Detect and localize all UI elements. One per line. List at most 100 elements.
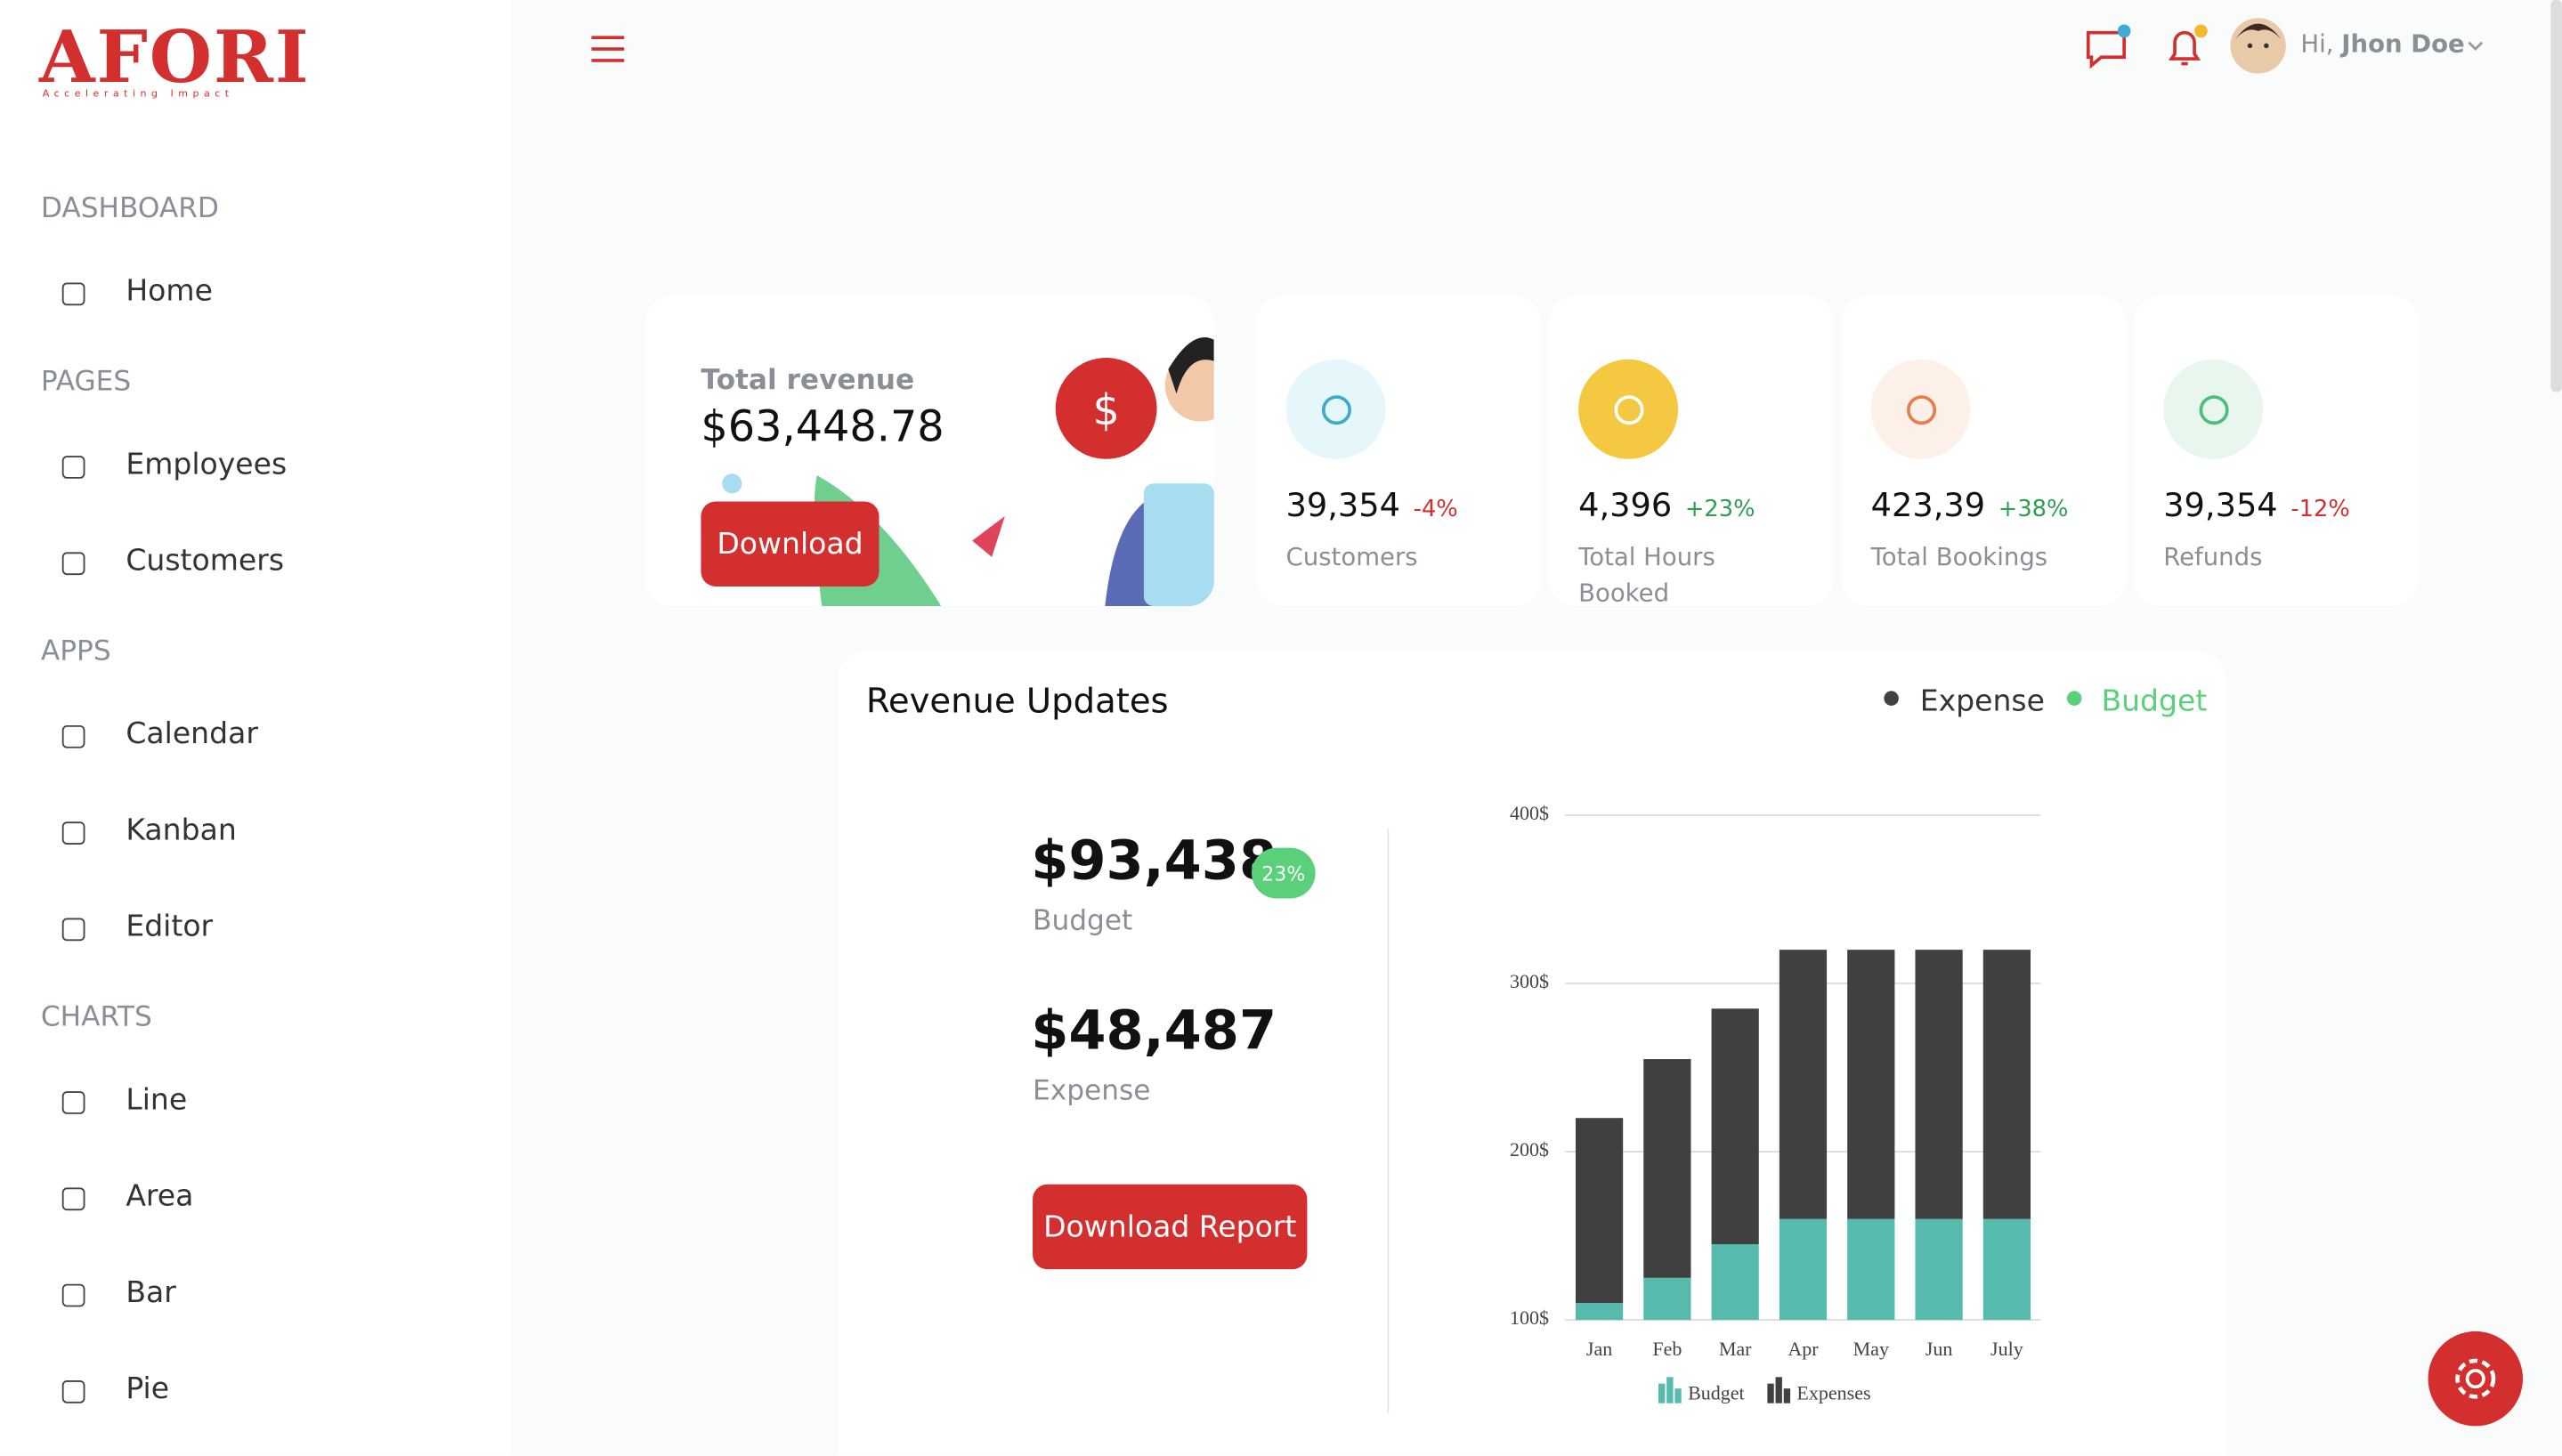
stat-icon <box>2163 359 2264 459</box>
legend-label: Expenses <box>1796 1382 1870 1404</box>
nav-icon <box>61 1091 85 1114</box>
x-tick-label: Feb <box>1652 1338 1682 1360</box>
stat-card: 4,396 +23% Total Hours Booked <box>1549 295 1834 608</box>
stat-icon <box>1285 359 1386 459</box>
nav-item[interactable]: Pie <box>126 1371 170 1407</box>
bar-chart: 100$ 200$ 300$ 400$ Jan Feb Mar Apr May Jun July Bu… <box>1510 802 2041 1404</box>
settings-button[interactable] <box>2428 1331 2524 1427</box>
nav-item[interactable]: Kanban <box>126 813 237 848</box>
revenue-amount: $63,448.78 <box>701 403 945 453</box>
legend-label: Budget <box>1688 1382 1745 1404</box>
stat-row: 39,354 -12% <box>2163 485 2350 524</box>
expense-label: Expense <box>1033 1074 1151 1108</box>
stat-card: 423,39 +38% Total Bookings <box>1841 295 2126 606</box>
bar-segment <box>1575 1303 1624 1321</box>
bar-segment <box>1779 1218 1828 1321</box>
bar-segment <box>1915 1218 1963 1321</box>
bar-segment <box>1643 1059 1691 1278</box>
download-button[interactable]: Download <box>701 501 880 586</box>
nav-item[interactable]: Line <box>126 1082 188 1118</box>
legend-budget[interactable]: Budget <box>2101 684 2208 719</box>
legend-dot <box>2066 691 2082 706</box>
stat-label: Total Bookings <box>1870 542 2048 572</box>
budget-amount: $93,438 <box>1031 828 1277 893</box>
x-tick-label: July <box>1990 1338 2023 1360</box>
nav-icon <box>61 1283 85 1307</box>
stat-value: 39,354 <box>1285 485 1400 525</box>
stat-card: 39,354 -12% Refunds <box>2134 295 2419 606</box>
bar-segment <box>1847 1218 1895 1321</box>
chevron[interactable] <box>2466 39 2485 53</box>
bar-segment <box>1982 950 2031 1219</box>
stat-change: +38% <box>1998 496 2069 523</box>
expense-amount: $48,487 <box>1031 998 1277 1063</box>
y-tick-label: 100$ <box>1510 1306 1549 1329</box>
sidebar: AFORI Accelerating Impact DASHBOARD Home P… <box>0 0 512 1456</box>
divider <box>1387 828 1390 1413</box>
scrollbar[interactable] <box>2550 0 2562 392</box>
nav-icon <box>61 821 85 845</box>
stat-row: 4,396 +23% <box>1578 485 1755 524</box>
nav-item[interactable]: Area <box>126 1179 194 1214</box>
x-tick-label: Apr <box>1788 1338 1819 1360</box>
avatar[interactable] <box>2230 18 2286 74</box>
x-tick-label: May <box>1853 1338 1889 1360</box>
stat-value: 4,396 <box>1578 485 1673 525</box>
nav-icon <box>61 282 85 306</box>
legend-expense[interactable]: Expense <box>1919 684 2045 719</box>
stat-change: +23% <box>1684 496 1755 523</box>
nav-icon <box>61 1379 85 1403</box>
nav-item[interactable]: Calendar <box>126 716 258 752</box>
tagline: Accelerating Impact <box>42 88 234 100</box>
bar-segment <box>1711 1008 1759 1245</box>
section-title: PAGES <box>40 366 132 399</box>
menu-icon[interactable] <box>590 33 626 66</box>
stat-change: -12% <box>2290 496 2350 523</box>
chat-icon[interactable] <box>2085 24 2134 70</box>
legend-swatch <box>1775 1377 1782 1403</box>
greeting: Hi, <box>2300 29 2334 60</box>
stat-card: 39,354 -4% Customers <box>1256 295 1541 606</box>
nav-item[interactable]: Bar <box>126 1275 176 1311</box>
stat-icon <box>1870 359 1971 459</box>
x-tick-label: Mar <box>1719 1338 1752 1360</box>
stat-row: 423,39 +38% <box>1871 485 2069 524</box>
bar-segment <box>1915 950 1963 1219</box>
legend-dot <box>1884 691 1899 706</box>
bar-segment <box>1575 1118 1624 1304</box>
y-tick-label: 300$ <box>1510 970 1549 992</box>
stat-label: Total Hours Booked <box>1578 542 1715 608</box>
user-name[interactable]: Jhon Doe <box>2341 29 2465 60</box>
nav-icon <box>61 1187 85 1211</box>
bar-segment <box>1643 1277 1691 1321</box>
section-title: APPS <box>40 635 111 668</box>
download-report-button[interactable]: Download Report <box>1033 1184 1308 1270</box>
stat-value: 39,354 <box>2163 485 2278 525</box>
bar-segment <box>1982 1218 2031 1321</box>
svg-text:$: $ <box>1092 386 1119 435</box>
budget-label: Budget <box>1033 904 1133 938</box>
nav-item[interactable]: Editor <box>126 910 214 944</box>
section-title: Revenue Updates <box>865 681 1169 721</box>
stat-icon <box>1578 359 1679 459</box>
y-tick-label: 400$ <box>1510 802 1549 824</box>
legend-swatch <box>1783 1388 1791 1403</box>
nav-item[interactable]: Home <box>126 274 213 309</box>
bar-segment <box>1711 1244 1759 1321</box>
revenue-card: Total revenue $63,448.78 $ Download <box>645 295 1214 606</box>
nav-icon <box>61 918 85 942</box>
legend-swatch <box>1658 1383 1666 1403</box>
revenue-label: Total revenue <box>701 364 915 398</box>
nav-item[interactable]: Employees <box>126 447 288 482</box>
nav-icon <box>61 724 85 748</box>
section-title: CHARTS <box>40 1001 152 1034</box>
bar-segment <box>1847 950 1895 1219</box>
y-tick-label: 200$ <box>1510 1138 1549 1161</box>
stat-change: -4% <box>1413 496 1458 523</box>
logo: AFORI <box>39 16 311 100</box>
legend-swatch <box>1666 1377 1674 1403</box>
nav-item[interactable]: Customers <box>126 544 285 578</box>
bell-icon[interactable] <box>2163 23 2212 72</box>
badge: 23% <box>1251 847 1316 899</box>
